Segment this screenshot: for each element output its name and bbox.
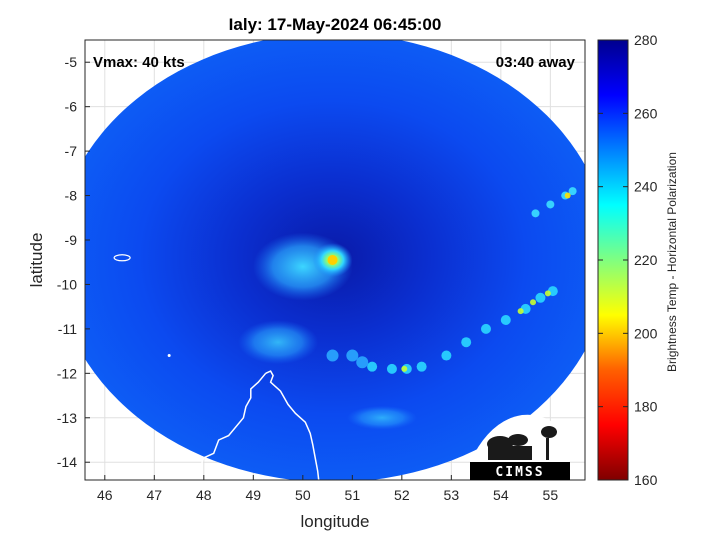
rainband-cell: [441, 350, 452, 361]
rainband-cell: [546, 200, 555, 209]
islet-outline: [167, 354, 171, 358]
y-tick-label: -10: [57, 276, 77, 292]
y-tick-label: -12: [57, 365, 77, 381]
rainband-cell: [480, 323, 491, 334]
colorbar-tick-label: 180: [634, 399, 658, 415]
colorbar-tick-label: 200: [634, 325, 658, 341]
y-tick-label: -8: [65, 188, 78, 204]
chart-title: Ialy: 17-May-2024 06:45:00: [229, 15, 442, 34]
x-tick-label: 50: [295, 487, 311, 503]
southwest-cloud: [238, 320, 319, 365]
vmax-annotation: Vmax: 40 kts: [93, 54, 185, 71]
y-tick-label: -14: [57, 454, 77, 470]
x-tick-label: 47: [147, 487, 163, 503]
island-outline: [113, 254, 131, 262]
rainband-cell: [326, 349, 339, 362]
cimss-logo-icon: CIMSS: [470, 414, 570, 480]
south-cloud: [347, 405, 418, 430]
x-axis-ticks: 46 47 48 49 50 51 52 53 54 55: [97, 475, 558, 503]
colorbar-tick-label: 260: [634, 105, 658, 121]
coastline-west: [193, 372, 267, 480]
x-tick-label: 48: [196, 487, 212, 503]
colorbar-tick-label: 240: [634, 179, 658, 195]
rainband-cell: [416, 361, 427, 372]
rainband-cell: [356, 356, 369, 369]
rainband-cell: [346, 349, 359, 362]
y-axis-ticks: -5 -6 -7 -8 -9 -10 -11 -12 -13 -14: [57, 54, 90, 470]
storm-features: [238, 187, 577, 430]
rainband-cell: [544, 290, 551, 297]
rainband-cell: [517, 308, 524, 315]
y-tick-label: -11: [58, 321, 77, 337]
logo-text: CIMSS: [495, 465, 544, 480]
y-tick-label: -5: [65, 54, 78, 70]
rainband-cell: [500, 315, 511, 325]
x-tick-label: 55: [543, 487, 559, 503]
rainband-cell: [367, 361, 378, 372]
y-tick-label: -7: [65, 143, 78, 159]
x-tick-label: 52: [394, 487, 410, 503]
colorbar-tick-label: 220: [634, 252, 658, 268]
rainband-cell: [401, 365, 408, 372]
x-tick-label: 51: [345, 487, 361, 503]
y-axis-label: latitude: [27, 233, 46, 288]
y-tick-label: -6: [65, 99, 78, 115]
x-axis-label: longitude: [300, 512, 369, 531]
x-tick-label: 54: [493, 487, 509, 503]
rainband-cell: [386, 363, 397, 374]
swath-image: [85, 40, 585, 480]
rainband-cell: [531, 209, 540, 218]
coastline: [113, 254, 320, 480]
x-tick-label: 53: [444, 487, 460, 503]
colorbar-ticks: 280 260 240 220 200 180 160: [598, 32, 658, 488]
rainband-cell: [530, 299, 537, 306]
y-tick-label: -9: [65, 232, 78, 248]
rainband-cell: [535, 292, 546, 303]
storm-eye: [327, 255, 338, 265]
rainband-cell: [461, 337, 472, 348]
rainband-cell: [564, 192, 571, 199]
colorbar-tick-label: 280: [634, 32, 658, 48]
x-tick-label: 49: [246, 487, 262, 503]
x-tick-label: 46: [97, 487, 113, 503]
colorbar-label: Brightness Temp - Horizontal Polarizatio…: [665, 152, 679, 372]
y-tick-label: -13: [57, 410, 77, 426]
colorbar-tick-label: 160: [634, 472, 658, 488]
axes-frame: [84, 39, 586, 481]
coastline-east: [265, 370, 320, 480]
rainband-cell: [568, 187, 577, 196]
time-away-annotation: 03:40 away: [496, 54, 576, 71]
